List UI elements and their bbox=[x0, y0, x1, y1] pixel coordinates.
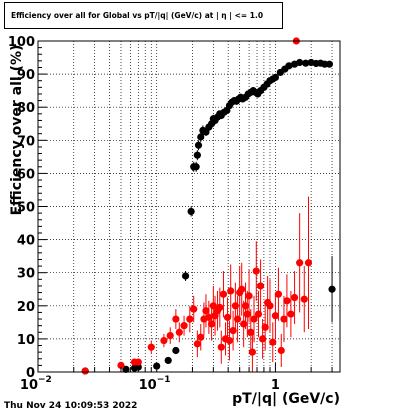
red-data-point bbox=[241, 302, 250, 310]
red-data-point bbox=[245, 292, 253, 300]
black-data-point bbox=[325, 60, 334, 68]
red-data-point bbox=[147, 343, 155, 351]
y-tick-label: 40 bbox=[17, 234, 35, 249]
red-data-point bbox=[219, 290, 228, 298]
red-data-point bbox=[274, 290, 283, 298]
red-data-point bbox=[247, 328, 255, 336]
red-data-point bbox=[117, 361, 125, 369]
chart-title-box: Efficiency over all for Global vs pT/|q|… bbox=[4, 2, 283, 29]
data-points bbox=[81, 37, 336, 375]
red-data-point bbox=[290, 293, 299, 302]
black-data-point bbox=[302, 59, 310, 67]
y-tick-label: 0 bbox=[26, 366, 35, 381]
red-data-point bbox=[186, 315, 194, 323]
red-data-point bbox=[304, 259, 313, 267]
red-data-point bbox=[207, 320, 216, 328]
red-data-point bbox=[172, 315, 180, 323]
red-data-point bbox=[175, 328, 183, 336]
red-data-point bbox=[238, 285, 246, 293]
red-data-point bbox=[233, 315, 242, 323]
x-tick-exponent: −1 bbox=[157, 375, 171, 385]
red-data-point bbox=[223, 313, 232, 321]
grid-lines bbox=[38, 41, 340, 372]
black-data-point bbox=[328, 285, 336, 293]
y-tick-label: 70 bbox=[17, 134, 35, 149]
red-data-point bbox=[266, 302, 274, 310]
red-data-point bbox=[217, 343, 225, 351]
red-data-point bbox=[283, 297, 291, 305]
red-data-point bbox=[160, 336, 168, 345]
y-tick-label: 90 bbox=[17, 68, 35, 83]
red-data-point bbox=[256, 282, 265, 290]
red-data-point bbox=[248, 348, 257, 356]
red-data-point bbox=[166, 331, 174, 340]
y-tick-label: 50 bbox=[17, 201, 35, 216]
red-data-point bbox=[227, 287, 235, 295]
red-data-point bbox=[225, 336, 234, 345]
black-data-point bbox=[296, 58, 304, 67]
black-data-point bbox=[164, 356, 172, 365]
y-tick-label: 80 bbox=[17, 101, 35, 116]
y-tick-label: 10 bbox=[17, 333, 35, 348]
red-data-point bbox=[271, 312, 280, 320]
red-data-point bbox=[287, 310, 295, 318]
y-tick-label: 100 bbox=[8, 35, 35, 50]
red-data-point bbox=[277, 346, 285, 355]
black-data-point bbox=[197, 133, 205, 141]
red-data-point bbox=[300, 295, 308, 303]
red-data-point bbox=[252, 267, 260, 275]
black-data-point bbox=[122, 365, 130, 373]
red-data-point bbox=[254, 310, 263, 318]
black-data-point bbox=[285, 62, 293, 70]
black-data-point bbox=[172, 346, 180, 355]
x-tick-exponent: −2 bbox=[38, 375, 52, 385]
red-data-point bbox=[193, 340, 201, 348]
red-data-point bbox=[190, 305, 198, 313]
y-tick-label: 60 bbox=[17, 167, 35, 182]
red-data-point bbox=[296, 259, 304, 267]
y-tick-label: 20 bbox=[17, 300, 35, 315]
red-data-point bbox=[250, 315, 258, 323]
axes bbox=[37, 40, 341, 373]
red-data-point bbox=[259, 335, 267, 343]
red-data-point bbox=[240, 320, 248, 328]
red-data-point bbox=[209, 302, 217, 310]
plot-frame bbox=[37, 40, 341, 373]
x-axis-label: pT/|q| (GeV/c) bbox=[232, 391, 340, 407]
black-data-point bbox=[271, 73, 280, 82]
red-data-point bbox=[261, 323, 269, 331]
red-data-point bbox=[197, 333, 205, 341]
black-data-point bbox=[193, 151, 201, 159]
red-data-point bbox=[216, 303, 224, 312]
red-data-point bbox=[81, 367, 89, 375]
black-data-point bbox=[192, 163, 200, 171]
y-tick-label: 30 bbox=[17, 267, 35, 282]
chart-title: Efficiency over all for Global vs pT/|q|… bbox=[11, 11, 264, 20]
y-axis-label: Efficiency over all (%) bbox=[9, 44, 25, 216]
timestamp: Thu Nov 24 10:09:53 2022 bbox=[4, 401, 138, 411]
red-data-point bbox=[269, 338, 277, 346]
red-data-point bbox=[280, 315, 288, 323]
red-data-point bbox=[202, 307, 210, 315]
black-data-point bbox=[181, 272, 190, 280]
red-data-point bbox=[205, 313, 213, 321]
red-data-point bbox=[231, 302, 239, 310]
x-tick-label: 10 bbox=[20, 378, 38, 393]
red-data-point bbox=[243, 310, 251, 318]
black-data-point bbox=[194, 141, 203, 149]
x-tick-label: 10 bbox=[139, 378, 157, 393]
red-data-point bbox=[180, 322, 188, 330]
red-data-point bbox=[134, 358, 142, 366]
black-data-point bbox=[187, 207, 195, 216]
red-data-point bbox=[229, 327, 237, 335]
x-tick-label: 1 bbox=[271, 378, 280, 393]
